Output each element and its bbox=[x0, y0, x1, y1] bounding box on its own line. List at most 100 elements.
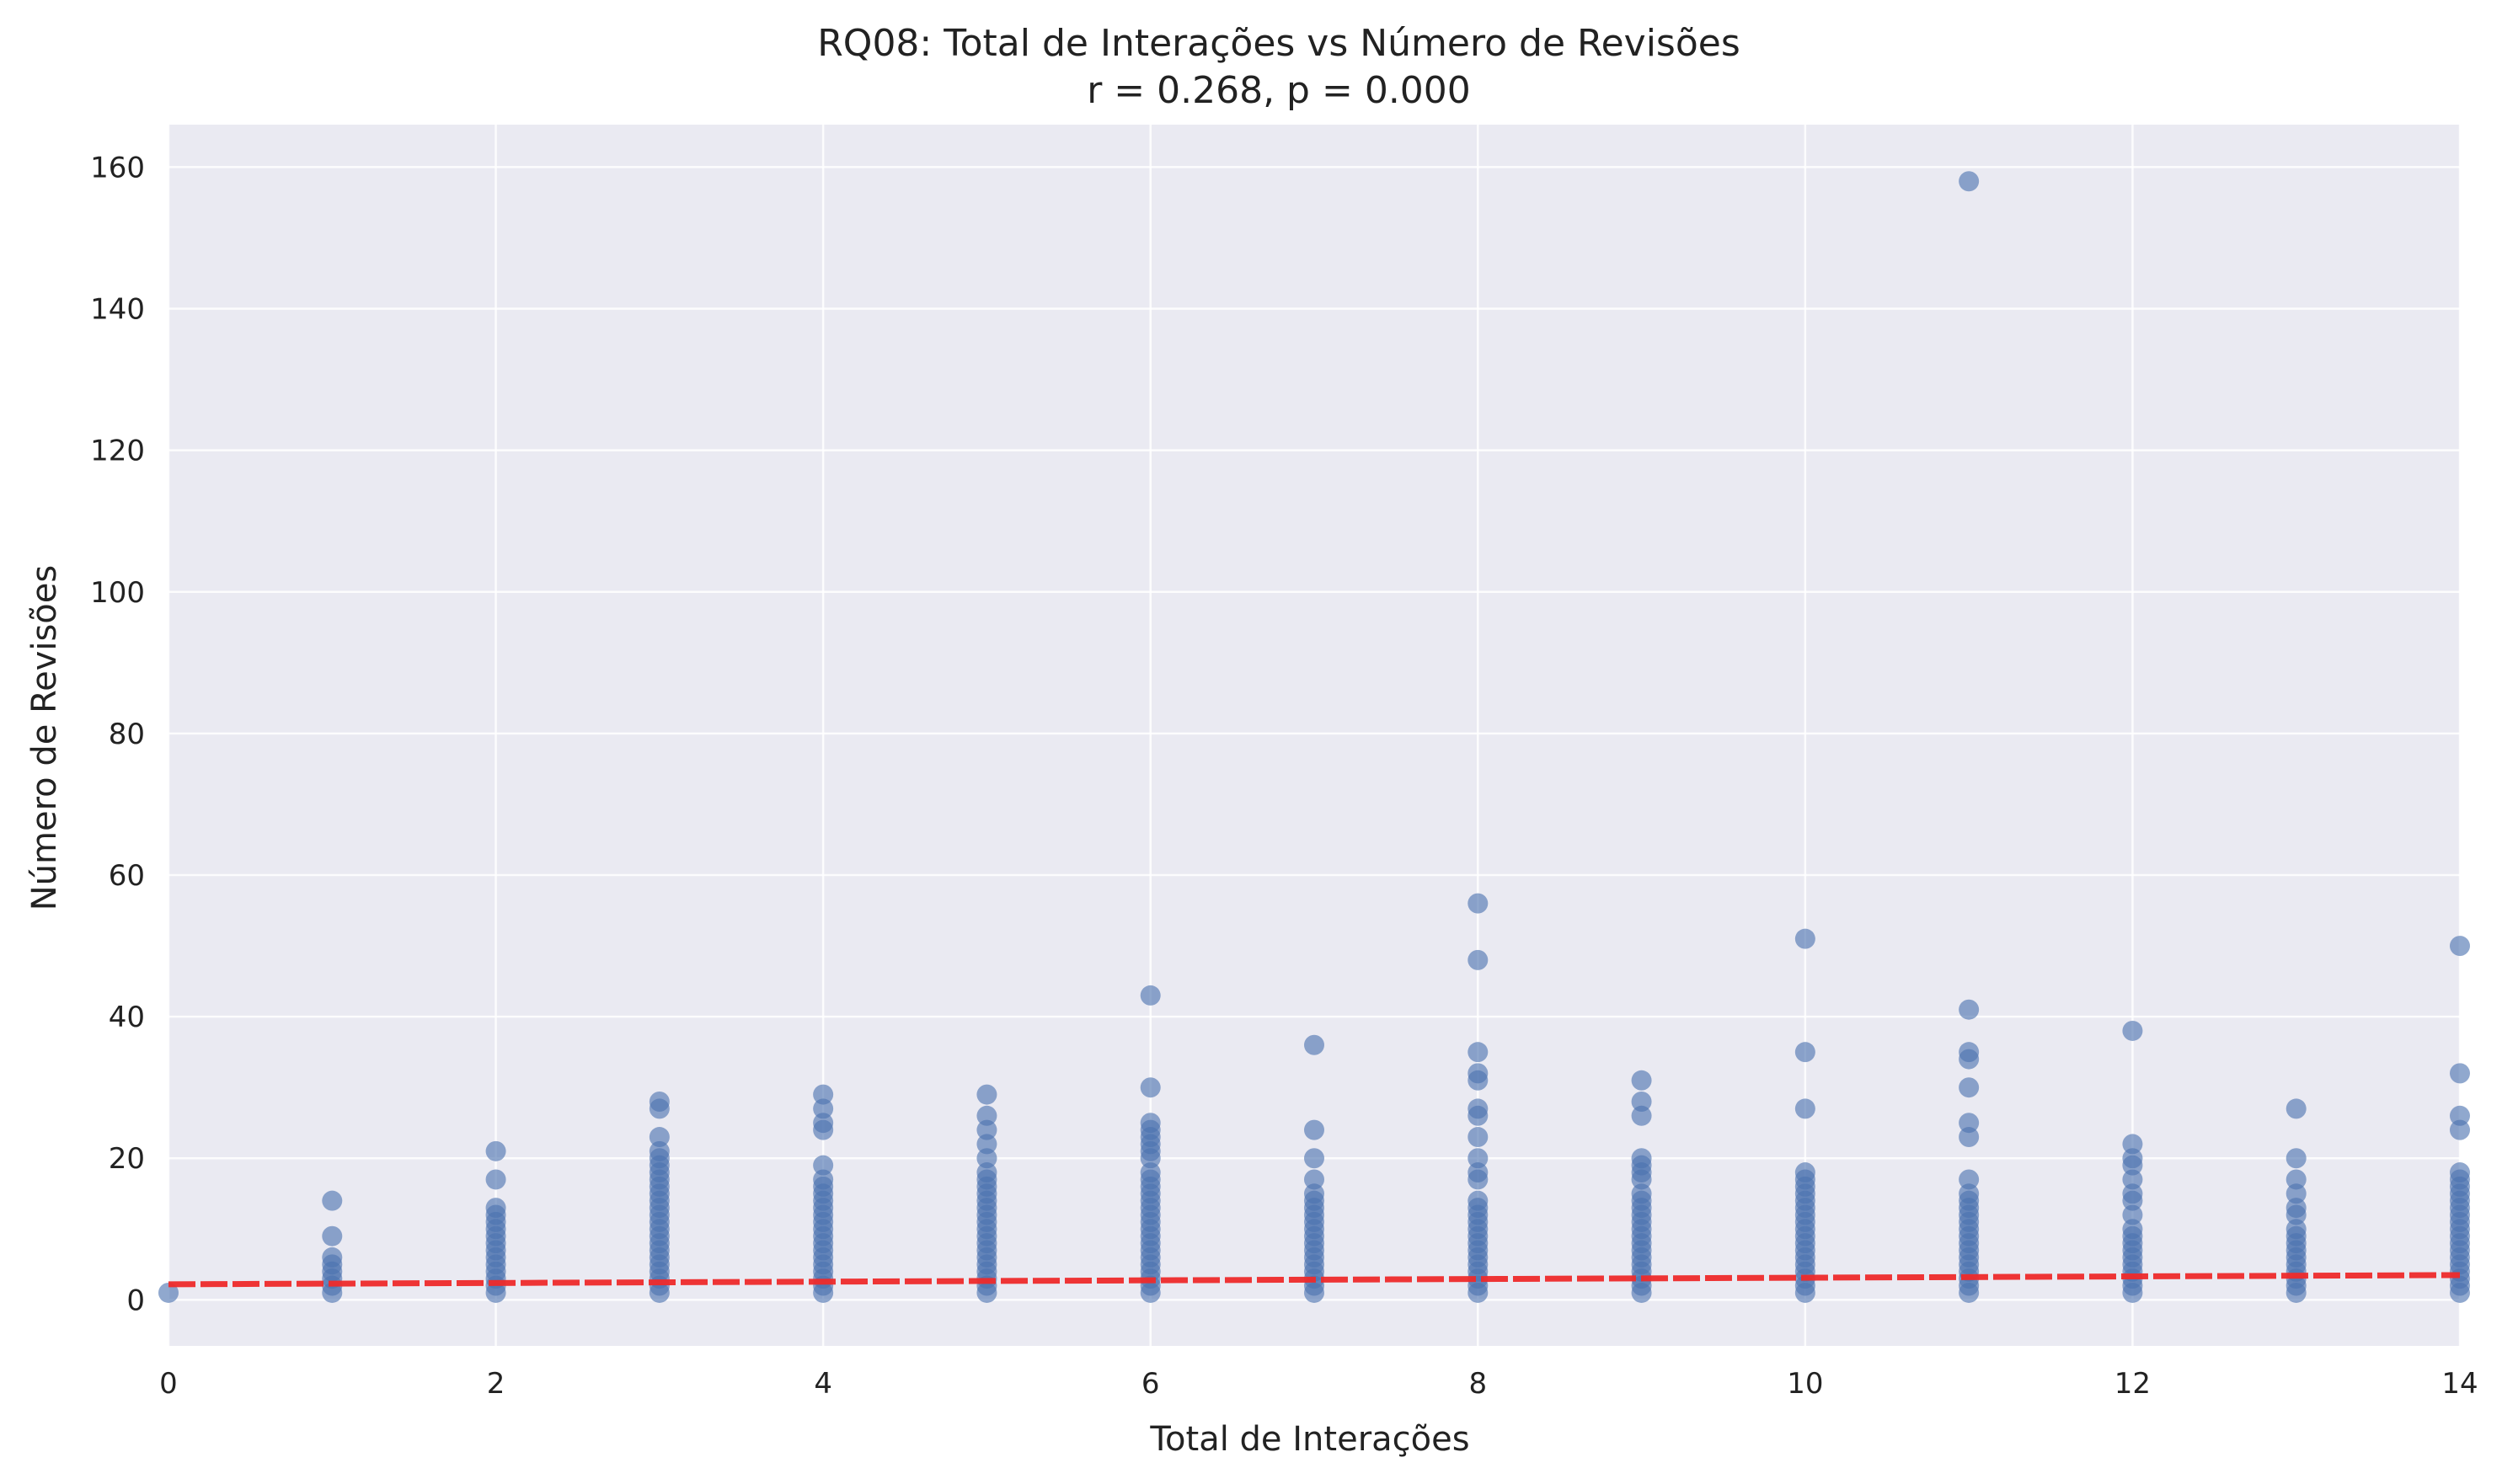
data-point bbox=[1959, 999, 1980, 1020]
data-point bbox=[1304, 1169, 1324, 1190]
data-point bbox=[813, 1084, 834, 1105]
data-point bbox=[1304, 1119, 1324, 1140]
data-point bbox=[1631, 1092, 1652, 1112]
data-point bbox=[1631, 1148, 1652, 1169]
x-tick-label: 10 bbox=[1787, 1367, 1823, 1401]
y-tick-label: 60 bbox=[109, 859, 145, 893]
data-point bbox=[1468, 1042, 1489, 1063]
data-point bbox=[2285, 1219, 2307, 1240]
trend-line bbox=[168, 1272, 2461, 1288]
data-point bbox=[2450, 936, 2470, 957]
data-point bbox=[1959, 1042, 1980, 1063]
data-point bbox=[1468, 949, 1489, 970]
data-point bbox=[1468, 1063, 1489, 1084]
data-point bbox=[1304, 1183, 1324, 1204]
data-point bbox=[2122, 1020, 2143, 1041]
data-point bbox=[322, 1190, 343, 1211]
data-point bbox=[2450, 1162, 2470, 1183]
data-point bbox=[813, 1113, 834, 1134]
data-point bbox=[976, 1084, 997, 1105]
y-tick-label: 160 bbox=[90, 151, 145, 184]
y-tick-label: 80 bbox=[109, 718, 145, 751]
data-point bbox=[1959, 1127, 1980, 1148]
data-point bbox=[1794, 928, 1815, 949]
data-point bbox=[1631, 1183, 1652, 1204]
x-tick-label: 8 bbox=[1468, 1367, 1487, 1401]
data-point bbox=[976, 1134, 997, 1155]
y-axis-label: Número de Revisões bbox=[25, 565, 64, 910]
x-tick-label: 12 bbox=[2114, 1367, 2151, 1401]
data-point bbox=[1304, 1034, 1324, 1055]
data-point bbox=[1794, 1162, 1815, 1183]
plot-background bbox=[168, 125, 2460, 1346]
data-point bbox=[1794, 1098, 1815, 1119]
data-point bbox=[2122, 1183, 2143, 1204]
data-point bbox=[1959, 1077, 1980, 1098]
x-tick-label: 14 bbox=[2441, 1367, 2478, 1401]
data-point bbox=[2122, 1204, 2143, 1225]
data-point bbox=[1468, 893, 1489, 914]
chart-title: RQ08: Total de Interações vs Número de R… bbox=[817, 22, 1740, 65]
data-point bbox=[813, 1098, 834, 1119]
data-point bbox=[485, 1169, 506, 1190]
data-point bbox=[1794, 1042, 1815, 1063]
data-point bbox=[976, 1105, 997, 1126]
data-point bbox=[322, 1246, 343, 1268]
data-point bbox=[1468, 1098, 1489, 1119]
data-point bbox=[485, 1140, 506, 1161]
data-point bbox=[2450, 1063, 2470, 1084]
data-point bbox=[2450, 1119, 2470, 1140]
data-point bbox=[1468, 1148, 1489, 1169]
data-point bbox=[1140, 1077, 1161, 1098]
data-point bbox=[1304, 1148, 1324, 1169]
data-point bbox=[1468, 1127, 1489, 1148]
data-point bbox=[813, 1155, 834, 1176]
data-point bbox=[976, 1119, 997, 1140]
data-point bbox=[322, 1225, 343, 1246]
x-tick-labels: 0 2 4 6 8 10 12 14 bbox=[159, 1367, 2478, 1401]
data-point bbox=[1140, 985, 1161, 1006]
data-points bbox=[158, 171, 2470, 1303]
x-tick-label: 4 bbox=[814, 1367, 832, 1401]
y-tick-label: 20 bbox=[109, 1142, 145, 1176]
data-point bbox=[649, 1140, 670, 1161]
x-tick-label: 0 bbox=[159, 1367, 178, 1401]
data-point bbox=[1959, 1113, 1980, 1134]
data-point bbox=[2285, 1183, 2307, 1204]
x-tick-label: 6 bbox=[1141, 1367, 1160, 1401]
chart-subtitle: r = 0.268, p = 0.000 bbox=[1087, 69, 1471, 112]
y-tick-labels: 0 20 40 60 80 100 120 140 160 bbox=[90, 151, 145, 1317]
data-point bbox=[1140, 1162, 1161, 1183]
x-tick-label: 2 bbox=[487, 1367, 505, 1401]
data-point bbox=[1631, 1105, 1652, 1126]
x-axis-label: Total de Interações bbox=[1149, 1420, 1469, 1459]
data-point bbox=[1959, 1183, 1980, 1204]
data-point bbox=[158, 1282, 179, 1303]
data-point bbox=[485, 1198, 506, 1219]
y-tick-label: 0 bbox=[126, 1284, 145, 1317]
data-point bbox=[1140, 1113, 1161, 1134]
data-point bbox=[2285, 1098, 2307, 1119]
data-point bbox=[1959, 1169, 1980, 1190]
data-point bbox=[813, 1169, 834, 1190]
data-point bbox=[1468, 1190, 1489, 1211]
data-point bbox=[2122, 1169, 2143, 1190]
y-tick-label: 140 bbox=[90, 293, 145, 327]
data-point bbox=[649, 1092, 670, 1112]
data-point bbox=[976, 1148, 997, 1169]
data-point bbox=[2122, 1219, 2143, 1240]
data-point bbox=[976, 1162, 997, 1183]
data-point bbox=[1959, 171, 1980, 192]
y-tick-label: 100 bbox=[90, 576, 145, 610]
data-point bbox=[1468, 1162, 1489, 1183]
y-tick-label: 120 bbox=[90, 435, 145, 468]
data-point bbox=[649, 1127, 670, 1148]
data-point bbox=[2285, 1148, 2307, 1169]
y-tick-label: 40 bbox=[109, 1001, 145, 1034]
data-point bbox=[1631, 1070, 1652, 1091]
data-point bbox=[2122, 1148, 2143, 1169]
data-point bbox=[2285, 1169, 2307, 1190]
data-point bbox=[2122, 1134, 2143, 1155]
